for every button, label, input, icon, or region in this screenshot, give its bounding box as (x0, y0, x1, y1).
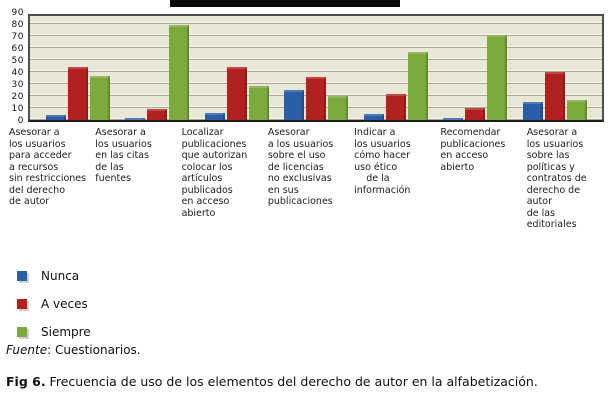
ytick-label: 40 (11, 68, 24, 78)
category-label: Asesorar a los usuarios en las citas de … (95, 127, 152, 184)
bar-a-veces (306, 76, 326, 120)
bar-group (45, 16, 110, 120)
legend-swatch-icon (17, 299, 27, 309)
bar-a-veces (226, 67, 247, 120)
legend-label: A veces (41, 297, 88, 311)
bar-siempre (566, 99, 587, 120)
source-prefix: Fuente (6, 343, 48, 357)
bar-siempre (407, 51, 428, 120)
bar-a-veces (147, 109, 167, 120)
bar-siempre (328, 96, 348, 120)
legend-item: Siempre (17, 318, 91, 346)
bar-nunca (45, 115, 66, 120)
bar-a-veces (544, 72, 565, 120)
bar-siempre (487, 34, 507, 120)
ytick-label: 90 (11, 8, 24, 18)
bar-nunca (443, 117, 463, 120)
legend-label: Siempre (41, 325, 91, 339)
y-axis: 90 80 70 60 50 40 30 20 10 0 (0, 9, 26, 126)
category-label: Asesorar a los usuarios para acceder a r… (9, 127, 87, 207)
legend-swatch-icon (17, 271, 27, 281)
category-label: Recomendar publicaciones en acceso abier… (440, 127, 506, 173)
bar-a-veces (465, 108, 485, 120)
bar-nunca (125, 117, 145, 120)
ytick-label: 70 (11, 32, 24, 42)
bar-nunca (522, 102, 543, 120)
bar-group (443, 16, 507, 120)
bar-group (284, 16, 348, 120)
ytick-label: 50 (11, 56, 24, 66)
category-label: Asesorar a los usuarios sobre el uso de … (267, 127, 334, 207)
source-note: Fuente: Cuestionarios. (6, 343, 141, 357)
category-label: Indicar a los usuarios cómo hacer uso ét… (354, 127, 411, 196)
ytick-label: 30 (11, 80, 24, 90)
bar-nunca (204, 112, 225, 120)
bar-siempre (169, 25, 189, 120)
bar-a-veces (385, 93, 406, 120)
figure-caption: Fig 6. Frecuencia de uso de los elemento… (6, 374, 538, 389)
bar-siempre (89, 75, 110, 120)
caption-prefix: Fig 6. (6, 374, 46, 389)
ytick-label: 60 (11, 44, 24, 54)
bar-group (204, 16, 269, 120)
bar-group (125, 16, 189, 120)
bar-a-veces (67, 67, 88, 120)
bar-group (363, 16, 428, 120)
bar-nunca (363, 114, 384, 120)
cropped-title-bar (170, 0, 400, 7)
caption-text: Frecuencia de uso de los elementos del d… (45, 374, 538, 389)
bar-siempre (248, 86, 269, 120)
legend-item: A veces (17, 290, 91, 318)
category-label: Asesorar a los usuarios sobre las políti… (526, 127, 587, 230)
bar-group (522, 16, 587, 120)
x-axis-category-labels: Asesorar a los usuarios para acceder a r… (6, 127, 610, 231)
plot-area (28, 14, 604, 122)
category-label: Localizar publicaciones que autorizan co… (181, 127, 248, 219)
legend: Nunca A veces Siempre (17, 262, 91, 346)
bar-nunca (284, 90, 304, 120)
legend-swatch-icon (17, 327, 27, 337)
ytick-label: 20 (11, 92, 24, 102)
ytick-label: 0 (17, 116, 24, 126)
ytick-label: 80 (11, 20, 24, 30)
ytick-label: 10 (11, 104, 24, 114)
source-text: : Cuestionarios. (47, 343, 141, 357)
legend-label: Nunca (41, 269, 80, 283)
legend-item: Nunca (17, 262, 91, 290)
